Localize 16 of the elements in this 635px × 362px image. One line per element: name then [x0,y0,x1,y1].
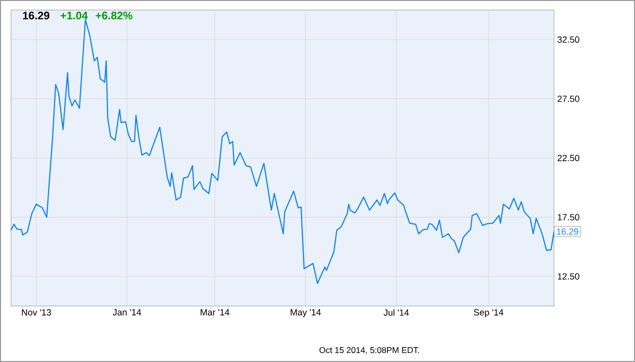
y-tick-label: 17.50 [558,214,580,220]
x-tick-label: Sep '14 [474,309,504,318]
annotation: +6.82% [96,12,132,20]
annotation: +1.04 [60,12,88,20]
y-tick-label: 27.50 [558,96,580,102]
annotation: 16.29 [556,228,578,235]
x-tick-label: May '14 [290,309,321,318]
x-tick-label: Jul '14 [384,309,409,316]
y-tick-label: 12.50 [558,273,580,280]
chart-title: 16.29 [23,12,50,20]
y-tick-label: 22.50 [558,154,580,162]
x-tick-label: Nov '13 [22,309,51,316]
text: Oct 15 2014, 5:08PM EDT. [319,347,420,354]
x-tick-label: Jan '14 [112,309,142,316]
x-tick-label: Mar '14 [200,309,230,316]
y-tick-label: 32.50 [558,36,580,43]
